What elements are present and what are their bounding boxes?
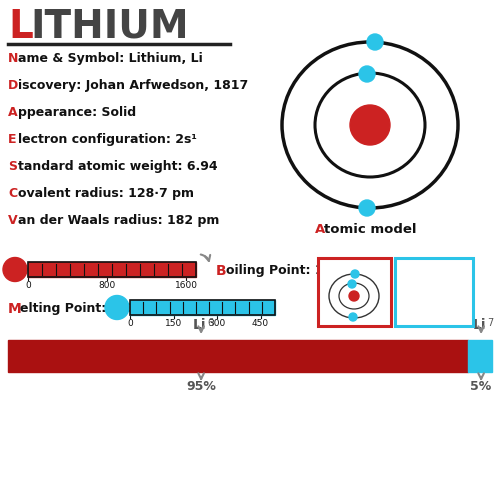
Text: 6: 6 xyxy=(207,318,213,328)
Text: A: A xyxy=(315,223,325,236)
Circle shape xyxy=(351,270,359,278)
Text: ppearance: Solid: ppearance: Solid xyxy=(18,106,136,119)
Text: oiling Point: 1603 K: oiling Point: 1603 K xyxy=(226,264,364,277)
Text: Lithium: Lithium xyxy=(321,261,350,270)
Text: tandard atomic weight: 6.94: tandard atomic weight: 6.94 xyxy=(18,160,218,173)
Bar xyxy=(468,340,492,372)
Circle shape xyxy=(349,291,359,301)
Text: L: L xyxy=(8,8,33,46)
Circle shape xyxy=(348,280,356,288)
Bar xyxy=(28,262,196,277)
Text: C: C xyxy=(8,187,17,200)
Bar xyxy=(395,258,473,326)
Bar xyxy=(8,340,468,372)
Text: A: A xyxy=(8,106,18,119)
Text: ITHIUM: ITHIUM xyxy=(30,8,188,46)
Text: 800: 800 xyxy=(98,281,116,290)
Text: ame & Symbol: Lithium, Li: ame & Symbol: Lithium, Li xyxy=(18,52,203,65)
Text: Li: Li xyxy=(193,318,206,332)
Text: 300: 300 xyxy=(208,319,226,328)
Text: Lithium: Lithium xyxy=(418,312,450,321)
Text: 6.94: 6.94 xyxy=(417,261,434,270)
Text: D: D xyxy=(8,79,18,92)
Text: E: E xyxy=(8,133,16,146)
Bar xyxy=(28,262,196,277)
Bar xyxy=(318,258,391,326)
Text: 1600: 1600 xyxy=(174,281,198,290)
Text: 7: 7 xyxy=(487,318,494,328)
Circle shape xyxy=(3,258,27,281)
Bar xyxy=(130,300,275,315)
Circle shape xyxy=(105,296,129,320)
Text: 0: 0 xyxy=(25,281,31,290)
Text: 0: 0 xyxy=(127,319,133,328)
Bar xyxy=(130,300,275,315)
Text: N: N xyxy=(8,52,18,65)
Text: 3: 3 xyxy=(398,261,404,270)
Text: M: M xyxy=(8,302,22,316)
Text: lectron configuration: 2s¹: lectron configuration: 2s¹ xyxy=(18,133,197,146)
Text: Li: Li xyxy=(473,318,486,332)
Text: an der Waals radius: 182 pm: an der Waals radius: 182 pm xyxy=(18,214,220,227)
Text: B: B xyxy=(216,264,226,278)
Circle shape xyxy=(367,34,383,50)
Circle shape xyxy=(350,105,390,145)
Text: 5%: 5% xyxy=(470,380,492,393)
Text: tomic model: tomic model xyxy=(324,223,416,236)
Text: 150: 150 xyxy=(165,319,182,328)
Text: iscovery: Johan Arfwedson, 1817: iscovery: Johan Arfwedson, 1817 xyxy=(18,79,248,92)
Circle shape xyxy=(359,200,375,216)
Text: 95%: 95% xyxy=(186,380,216,393)
Text: S: S xyxy=(8,160,17,173)
Text: 450: 450 xyxy=(252,319,269,328)
Text: elting Point: 453.65 K: elting Point: 453.65 K xyxy=(20,302,173,315)
Text: ovalent radius: 128·7 pm: ovalent radius: 128·7 pm xyxy=(18,187,194,200)
Text: V: V xyxy=(8,214,18,227)
Text: Li: Li xyxy=(414,277,455,319)
Circle shape xyxy=(359,66,375,82)
Circle shape xyxy=(349,313,357,321)
